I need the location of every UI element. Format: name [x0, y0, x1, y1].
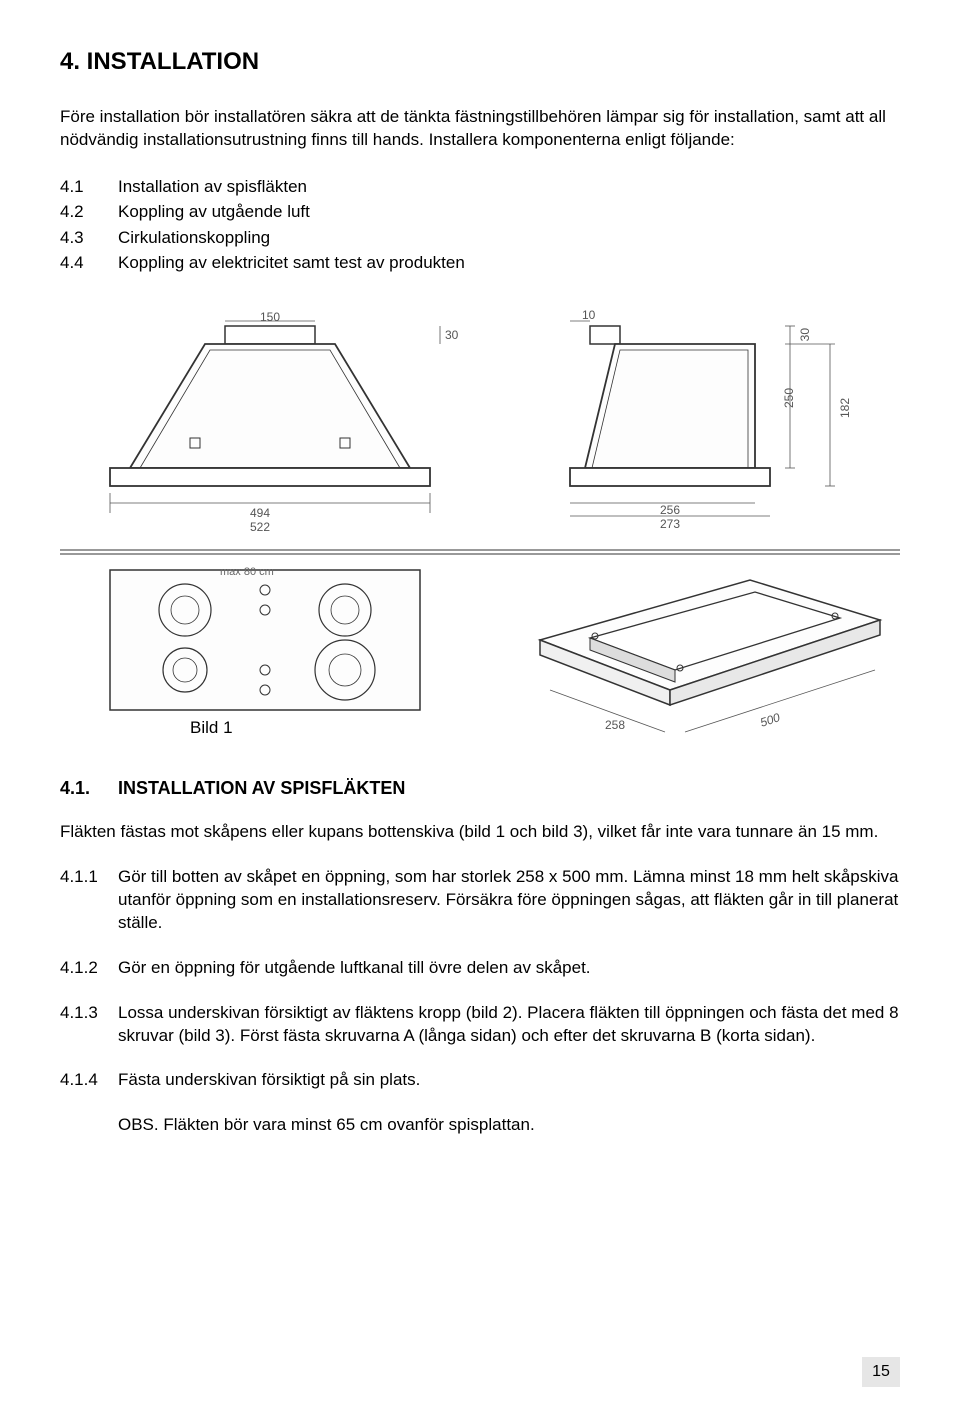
section-num: 4.1. — [60, 778, 118, 799]
dim-label: 258 — [605, 718, 625, 732]
dim-label: 30 — [445, 328, 458, 342]
max-note: max 80 cm — [220, 566, 274, 578]
intro-paragraph: Före installation bör installatören säkr… — [60, 106, 900, 152]
list-text: Koppling av elektricitet samt test av pr… — [118, 250, 465, 276]
cooktop-drawing — [90, 560, 450, 730]
list-text: Koppling av utgående luft — [118, 199, 310, 225]
section-title: INSTALLATION AV SPISFLÄKTEN — [118, 778, 405, 799]
list-num: 4.1 — [60, 174, 118, 200]
dim-label: 256 — [660, 503, 680, 517]
para-num: 4.1.4 — [60, 1069, 118, 1092]
para-num: 4.1.2 — [60, 957, 118, 980]
dim-label: 522 — [250, 520, 270, 534]
dim-label: 494 — [250, 506, 270, 520]
para-num: 4.1.3 — [60, 1002, 118, 1048]
divider-line — [60, 546, 900, 558]
numbered-paragraph: 4.1.2 Gör en öppning för utgående luftka… — [60, 957, 900, 980]
para-text: Fästa underskivan försiktigt på sin plat… — [118, 1069, 900, 1092]
figure-caption: Bild 1 — [190, 718, 233, 738]
page-number: 15 — [862, 1357, 900, 1387]
numbered-paragraph: 4.1.1 Gör till botten av skåpet en öppni… — [60, 866, 900, 935]
list-item: 4.2 Koppling av utgående luft — [60, 199, 900, 225]
list-text: Installation av spisfläkten — [118, 174, 307, 200]
dim-label: 30 — [798, 328, 812, 341]
step-list: 4.1 Installation av spisfläkten 4.2 Kopp… — [60, 174, 900, 276]
dim-label: 182 — [838, 398, 852, 418]
list-item: 4.4 Koppling av elektricitet samt test a… — [60, 250, 900, 276]
side-view-drawing — [560, 318, 880, 528]
list-text: Cirkulationskoppling — [118, 225, 270, 251]
dim-label: 273 — [660, 517, 680, 531]
list-num: 4.3 — [60, 225, 118, 251]
figure-bild-1: 150 30 494 522 10 30 250 182 256 273 — [60, 298, 900, 758]
numbered-paragraph: 4.1.4 Fästa underskivan försiktigt på si… — [60, 1069, 900, 1092]
para-text: Lossa underskivan försiktigt av fläktens… — [118, 1002, 900, 1048]
obs-note: OBS. Fläkten bör vara minst 65 cm ovanfö… — [118, 1114, 900, 1137]
section-heading-4-1: 4.1. INSTALLATION AV SPISFLÄKTEN — [60, 778, 900, 799]
dim-label: 250 — [782, 388, 796, 408]
page-title: 4. INSTALLATION — [60, 48, 900, 76]
isometric-cutout-drawing — [520, 560, 890, 750]
para-text: Gör en öppning för utgående luftkanal ti… — [118, 957, 900, 980]
list-num: 4.4 — [60, 250, 118, 276]
list-item: 4.1 Installation av spisfläkten — [60, 174, 900, 200]
numbered-paragraph: 4.1.3 Lossa underskivan försiktigt av fl… — [60, 1002, 900, 1048]
dim-label: 10 — [582, 308, 595, 322]
para-num: 4.1.1 — [60, 866, 118, 935]
dim-label: 150 — [260, 310, 280, 324]
section-intro: Fläkten fästas mot skåpens eller kupans … — [60, 821, 900, 844]
list-item: 4.3 Cirkulationskoppling — [60, 225, 900, 251]
para-text: Gör till botten av skåpet en öppning, so… — [118, 866, 900, 935]
list-num: 4.2 — [60, 199, 118, 225]
front-view-drawing — [90, 318, 450, 528]
